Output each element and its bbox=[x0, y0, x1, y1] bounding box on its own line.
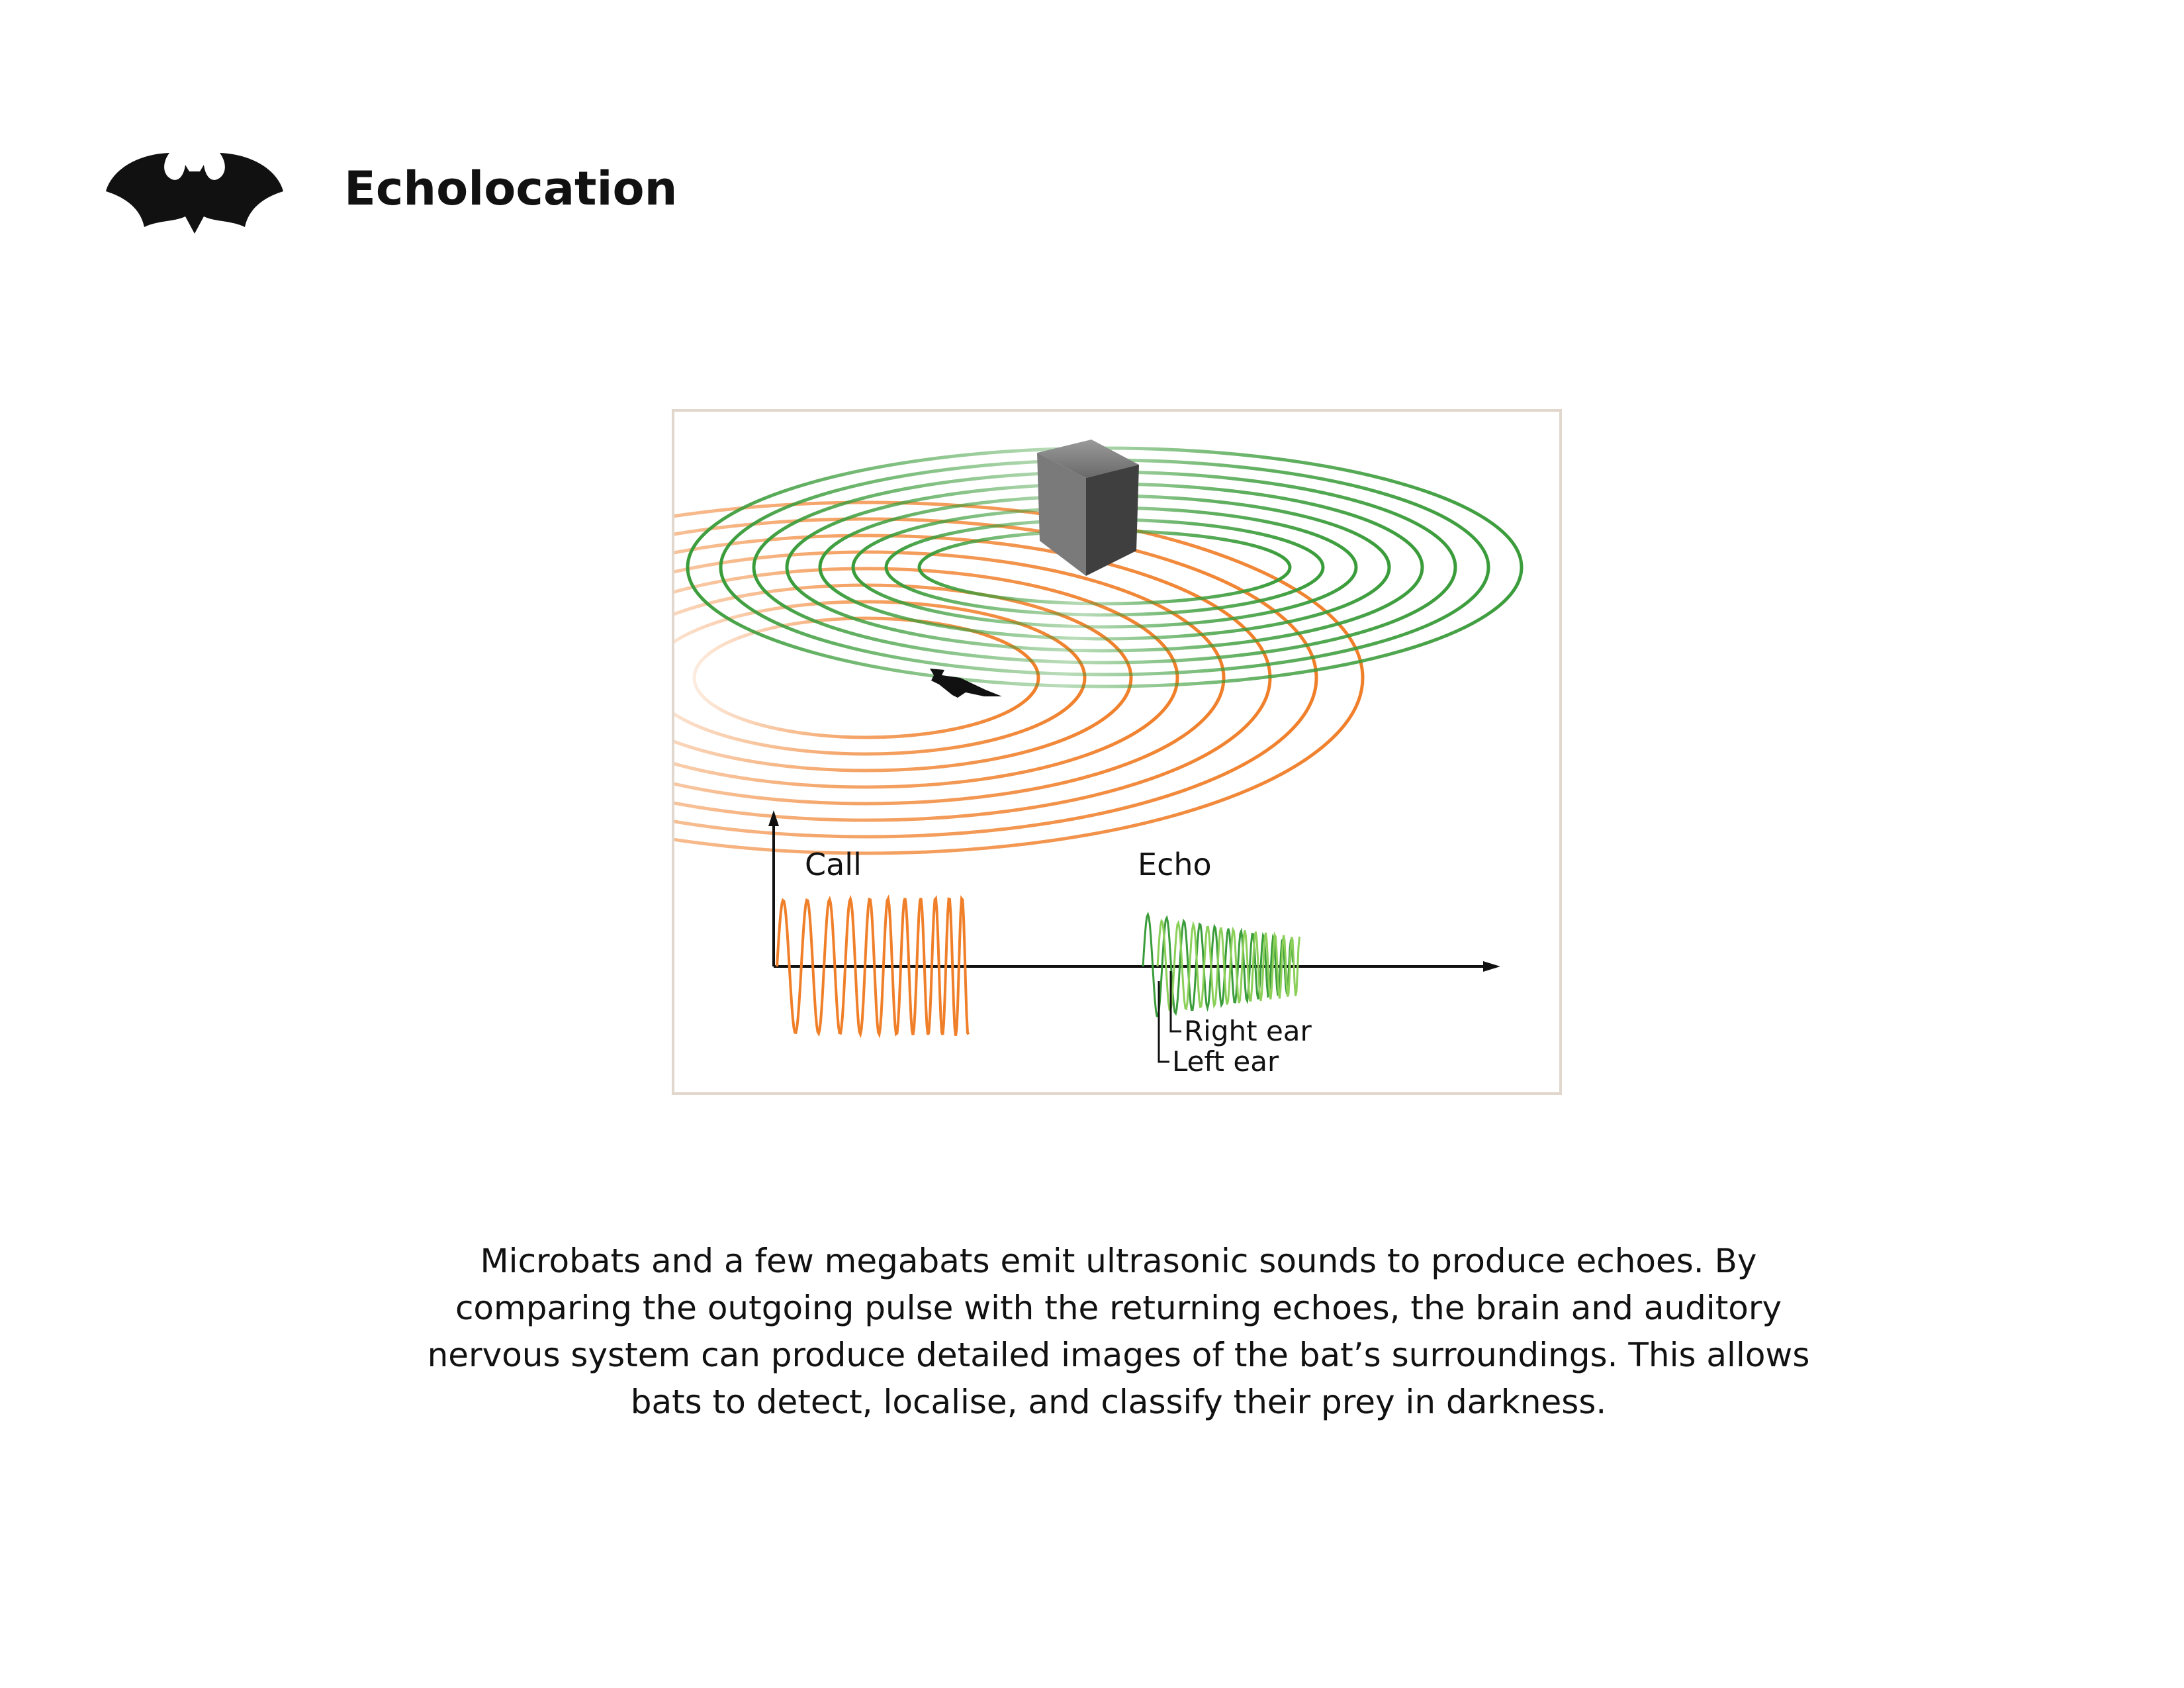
left-ear-label: Left ear bbox=[1172, 1045, 1279, 1078]
signal-axes bbox=[768, 810, 1500, 972]
echolocation-diagram: Call Echo Right ear Left ear bbox=[672, 409, 1562, 1095]
echo-label: Echo bbox=[1138, 847, 1212, 882]
bat-logo-icon bbox=[106, 153, 283, 234]
echo-waveform-right-ear bbox=[1156, 918, 1300, 1013]
caption-paragraph: Microbats and a few megabats emit ultras… bbox=[427, 1242, 1810, 1421]
right-ear-label: Right ear bbox=[1184, 1015, 1312, 1047]
bat-silhouette-icon bbox=[930, 669, 1002, 698]
page-title: Echolocation bbox=[344, 162, 678, 216]
returning-echo-waves bbox=[686, 446, 1524, 688]
call-waveform bbox=[776, 894, 970, 1039]
object-cube bbox=[1037, 440, 1139, 576]
call-label: Call bbox=[805, 847, 862, 882]
ear-pointer-lines bbox=[1158, 971, 1181, 1063]
